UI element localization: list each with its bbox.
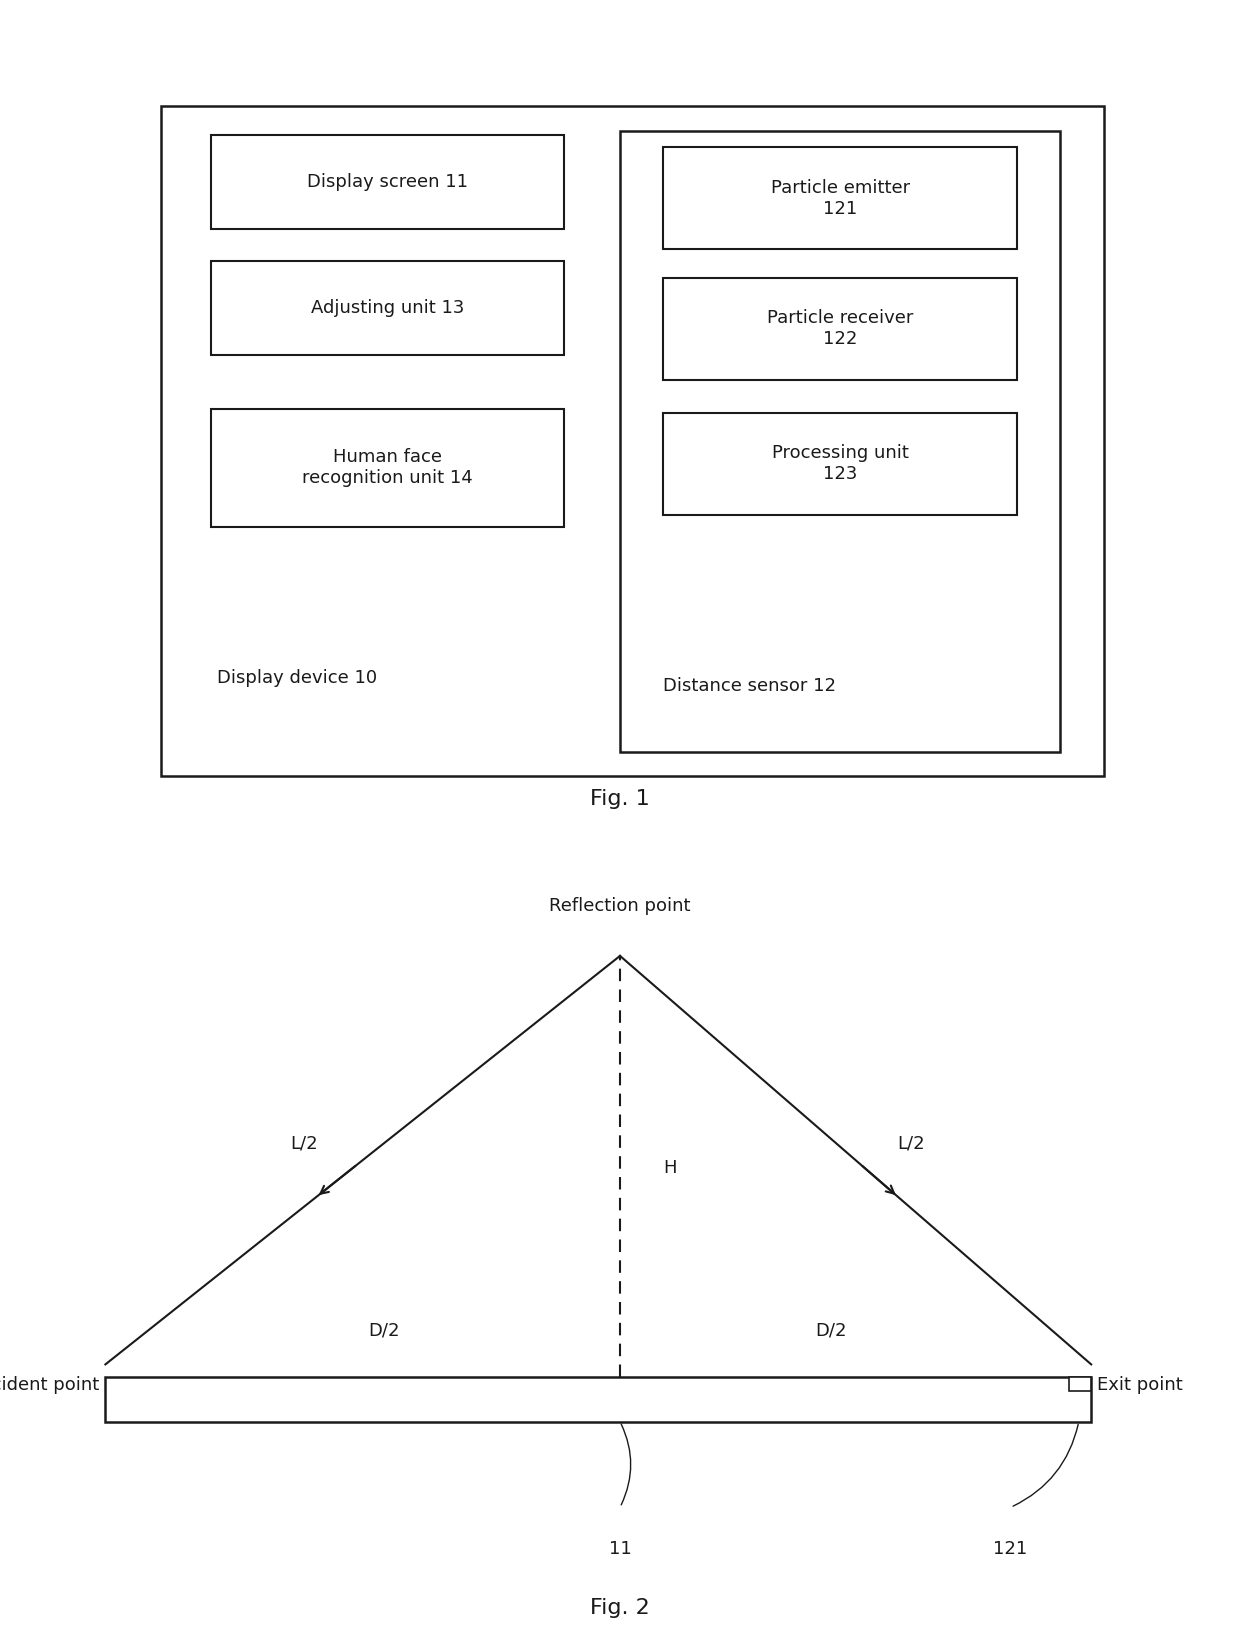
Text: Fig. 2: Fig. 2 (590, 1598, 650, 1618)
Text: Display screen 11: Display screen 11 (308, 173, 467, 191)
Text: Exit point: Exit point (1097, 1376, 1183, 1394)
Text: Distance sensor 12: Distance sensor 12 (663, 676, 837, 696)
Text: Incident point: Incident point (0, 1376, 99, 1394)
Text: Reflection point: Reflection point (549, 897, 691, 915)
Bar (211, 136, 564, 229)
Text: Human face
recognition unit 14: Human face recognition unit 14 (303, 448, 472, 487)
Text: H: H (663, 1159, 677, 1178)
Text: D/2: D/2 (815, 1322, 847, 1340)
Text: 121: 121 (993, 1539, 1028, 1559)
Text: Display device 10: Display device 10 (217, 668, 377, 688)
Text: 11: 11 (609, 1539, 631, 1559)
Bar (620, 131, 1060, 752)
Bar (663, 147, 1017, 250)
Text: Processing unit
123: Processing unit 123 (771, 444, 909, 484)
Text: L/2: L/2 (898, 1134, 925, 1154)
Text: Fig. 1: Fig. 1 (590, 789, 650, 809)
Text: Particle receiver
122: Particle receiver 122 (766, 309, 914, 348)
Text: L/2: L/2 (290, 1134, 317, 1154)
Bar (161, 106, 1104, 776)
Bar (211, 261, 564, 356)
Bar (105, 1376, 1091, 1422)
Bar (211, 408, 564, 528)
Bar (663, 278, 1017, 381)
Text: D/2: D/2 (368, 1322, 401, 1340)
Text: Adjusting unit 13: Adjusting unit 13 (311, 299, 464, 317)
Text: Particle emitter
121: Particle emitter 121 (770, 178, 910, 217)
Bar (1069, 1376, 1091, 1392)
Bar (663, 413, 1017, 515)
